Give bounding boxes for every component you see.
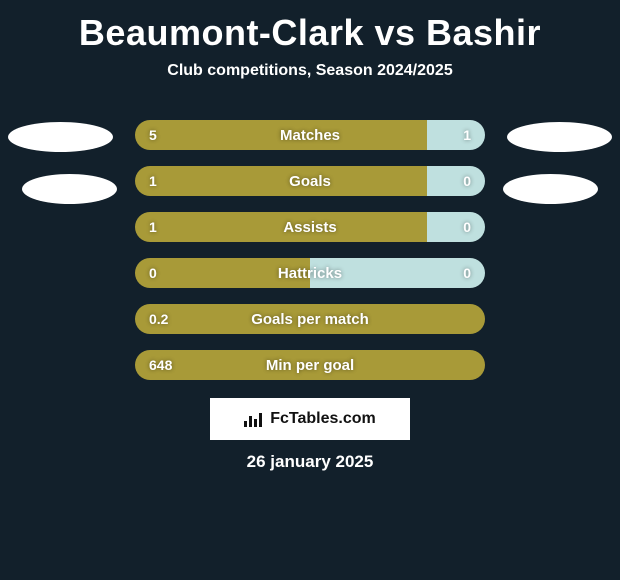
stat-row: 10Assists <box>135 212 485 242</box>
stat-row: 0.2Goals per match <box>135 304 485 334</box>
comparison-card: Beaumont-Clark vs Bashir Club competitio… <box>0 0 620 580</box>
stat-bar-left <box>135 258 310 288</box>
player-2-badge <box>503 174 598 204</box>
player-1-avatar <box>8 122 113 152</box>
stat-bar-right <box>427 120 485 150</box>
stat-bar-right <box>427 212 485 242</box>
stat-bar-left <box>135 166 427 196</box>
brand-box[interactable]: FcTables.com <box>210 398 410 440</box>
stat-bar-left <box>135 212 427 242</box>
brand-text: FcTables.com <box>270 410 376 428</box>
stat-bar-right <box>310 258 485 288</box>
stat-bar-left <box>135 350 485 380</box>
stat-row: 51Matches <box>135 120 485 150</box>
stat-row: 10Goals <box>135 166 485 196</box>
player-2-avatar <box>507 122 612 152</box>
bars-icon <box>244 411 264 427</box>
stat-rows: 51Matches 10Goals 10Assists 00Hattricks 0.2G… <box>135 120 485 396</box>
stat-row: 00Hattricks <box>135 258 485 288</box>
stat-bar-right <box>427 166 485 196</box>
stat-bar-left <box>135 304 485 334</box>
player-1-badge <box>22 174 117 204</box>
title: Beaumont-Clark vs Bashir <box>0 12 620 54</box>
subtitle: Club competitions, Season 2024/2025 <box>0 62 620 80</box>
stat-row: 648Min per goal <box>135 350 485 380</box>
date: 26 january 2025 <box>0 452 620 472</box>
stat-bar-left <box>135 120 427 150</box>
